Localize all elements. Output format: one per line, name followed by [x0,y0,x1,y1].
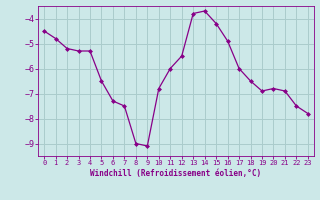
X-axis label: Windchill (Refroidissement éolien,°C): Windchill (Refroidissement éolien,°C) [91,169,261,178]
